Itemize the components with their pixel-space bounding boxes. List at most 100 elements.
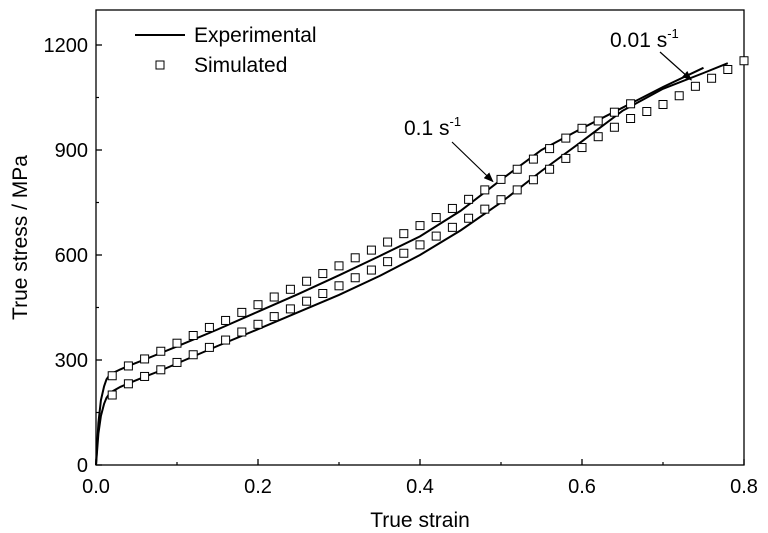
- x-axis-title: True strain: [370, 509, 470, 532]
- simulated-point: [302, 276, 312, 286]
- simulated-point: [107, 371, 117, 381]
- y-axis-title: True stress / MPa: [9, 155, 32, 320]
- simulated-point: [399, 248, 409, 258]
- simulated-point: [140, 354, 150, 364]
- experimental-curves: [95, 62, 729, 466]
- annotation-rate-exponent: -1: [450, 114, 462, 129]
- legend-label-simulated: Simulated: [194, 54, 287, 77]
- simulated-point: [577, 143, 587, 153]
- simulated-point: [318, 289, 328, 298]
- simulated-point: [528, 154, 538, 164]
- simulated-point: [366, 265, 376, 275]
- simulated-point: [528, 175, 538, 185]
- simulated-point: [415, 240, 425, 250]
- simulated-point: [609, 122, 619, 132]
- y-tick-label: 900: [55, 140, 88, 162]
- experimental-curve: [95, 66, 704, 466]
- simulated-point: [707, 73, 717, 83]
- annotation-arrow: [451, 141, 494, 183]
- simulated-point: [399, 229, 409, 239]
- simulated-point: [350, 273, 360, 283]
- x-tick-label: 0.4: [406, 476, 434, 498]
- simulated-point: [496, 195, 506, 205]
- simulated-point: [464, 194, 474, 204]
- simulated-point: [172, 357, 182, 367]
- annotation-arrow: [659, 51, 693, 81]
- simulated-point: [285, 304, 295, 314]
- simulated-point: [512, 185, 522, 195]
- simulated-point: [221, 315, 231, 325]
- simulated-point: [107, 390, 117, 400]
- simulated-point: [350, 253, 360, 263]
- annotations: 0.01 s-10.1 s-1: [404, 26, 693, 183]
- simulated-point: [123, 379, 133, 389]
- simulated-point: [253, 319, 263, 329]
- simulated-point: [188, 331, 198, 340]
- simulated-point: [431, 231, 441, 241]
- simulated-point: [221, 335, 231, 345]
- x-tick-label: 0.0: [82, 476, 110, 498]
- simulated-point: [512, 164, 522, 174]
- simulated-point: [302, 296, 312, 306]
- legend: Experimental Simulated: [135, 24, 317, 77]
- simulated-point: [285, 284, 295, 294]
- legend-square-marker: [155, 60, 165, 70]
- y-tick-label: 300: [55, 350, 88, 372]
- simulated-point: [334, 281, 344, 291]
- simulated-point: [545, 144, 555, 154]
- simulated-point: [626, 114, 636, 123]
- simulated-point: [140, 371, 150, 381]
- y-tick-label: 0: [77, 455, 88, 477]
- simulated-point: [739, 56, 749, 66]
- simulated-point: [156, 346, 166, 356]
- simulated-point: [253, 300, 263, 310]
- simulated-point: [464, 213, 474, 223]
- simulated-point: [431, 213, 441, 223]
- simulated-point: [447, 203, 457, 213]
- simulated-point: [658, 100, 668, 109]
- simulated-point: [366, 245, 376, 255]
- simulated-point: [204, 342, 214, 352]
- simulated-point: [156, 365, 166, 375]
- annotation-rate-text: 0.1 s: [404, 117, 450, 140]
- simulated-point: [447, 222, 457, 232]
- simulated-point: [561, 153, 571, 163]
- simulated-point: [609, 107, 619, 117]
- y-tick-label: 600: [55, 245, 88, 267]
- simulated-point: [383, 257, 393, 267]
- annotation-rate-text: 0.01 s: [610, 29, 667, 52]
- simulated-point: [577, 123, 587, 133]
- simulated-point: [383, 237, 393, 247]
- simulated-point: [723, 65, 733, 74]
- simulated-point: [188, 350, 198, 360]
- simulated-point: [318, 269, 328, 279]
- simulated-markers: [107, 56, 749, 400]
- simulated-point: [690, 81, 700, 91]
- simulated-point: [593, 132, 603, 142]
- annotation-rate-exponent: -1: [667, 26, 679, 41]
- experimental-curve: [95, 62, 729, 466]
- simulated-point: [237, 307, 247, 317]
- annotation-label: 0.01 s-1: [610, 26, 679, 52]
- simulated-point: [642, 107, 652, 116]
- simulated-point: [204, 322, 214, 332]
- simulated-point: [545, 164, 555, 174]
- simulated-point: [674, 91, 684, 101]
- simulated-point: [626, 99, 636, 109]
- simulated-point: [480, 204, 490, 214]
- simulated-point: [480, 185, 490, 195]
- x-axis: 0.0 0.2 0.4 0.6 0.8: [82, 459, 758, 498]
- y-axis: 0 300 600 900 1200: [44, 35, 102, 477]
- annotation-label: 0.1 s-1: [404, 114, 461, 140]
- simulated-point: [593, 116, 603, 126]
- simulated-point: [415, 221, 425, 231]
- x-tick-label: 0.6: [568, 476, 596, 498]
- legend-label-experimental: Experimental: [194, 24, 317, 47]
- simulated-point: [496, 174, 506, 184]
- y-tick-label: 1200: [44, 35, 89, 57]
- simulated-point: [237, 327, 247, 337]
- simulated-point: [172, 338, 182, 348]
- x-tick-label: 0.2: [244, 476, 272, 498]
- simulated-point: [123, 361, 133, 371]
